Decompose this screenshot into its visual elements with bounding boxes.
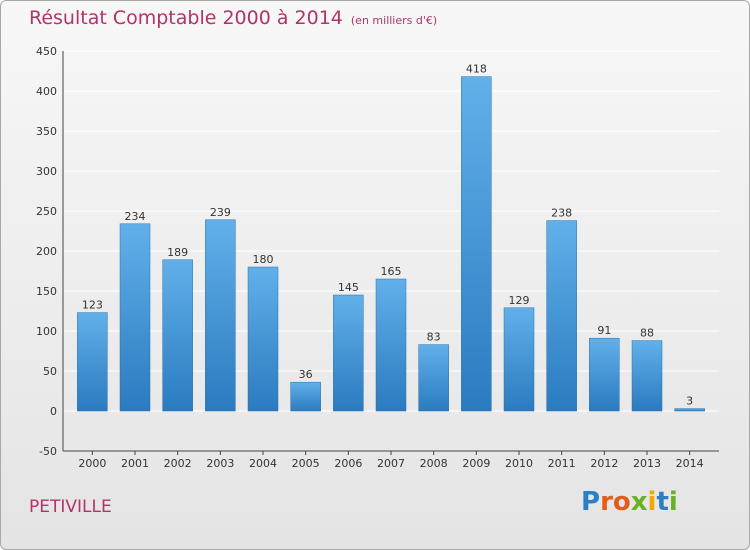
x-tick-label-2008: 2008 [420, 457, 448, 470]
x-tick-label-2009: 2009 [462, 457, 490, 470]
chart-title-row: Résultat Comptable 2000 à 2014 (en millie… [29, 7, 437, 29]
data-label-2005: 36 [299, 368, 313, 381]
y-tick-label: 200 [36, 245, 57, 258]
data-label-2011: 238 [551, 207, 572, 220]
bar-2013 [631, 340, 663, 412]
y-tick-label: 50 [43, 365, 57, 378]
y-tick-label: 250 [36, 205, 57, 218]
bar-2002 [162, 259, 193, 412]
bar-2003 [205, 219, 236, 412]
y-tick-label: 300 [36, 165, 57, 178]
y-tick-label: 350 [36, 125, 57, 138]
bar-2005 [290, 381, 321, 412]
x-tick-label-2000: 2000 [78, 457, 106, 470]
chart-subtitle: (en milliers d'€) [350, 14, 438, 27]
y-tick-label: 100 [36, 325, 57, 338]
data-label-2014: 3 [686, 395, 693, 408]
bar-2007 [375, 278, 407, 412]
data-label-2000: 123 [82, 299, 103, 312]
bar-2001 [119, 223, 151, 412]
x-tick-label-2010: 2010 [505, 457, 533, 470]
x-tick-label-2007: 2007 [377, 457, 405, 470]
x-tick-label-2012: 2012 [590, 457, 618, 470]
bar-2010 [503, 307, 535, 412]
x-tick-label-2014: 2014 [676, 457, 704, 470]
bar-2014 [674, 408, 705, 412]
y-tick-label: 400 [36, 85, 57, 98]
data-label-2013: 88 [640, 327, 654, 340]
data-label-2003: 239 [210, 206, 231, 219]
x-tick-label-2003: 2003 [206, 457, 234, 470]
x-tick-label-2002: 2002 [164, 457, 192, 470]
data-label-2007: 165 [381, 265, 402, 278]
data-label-2006: 145 [338, 281, 359, 294]
bar-2004 [247, 266, 279, 412]
x-tick-label-2013: 2013 [633, 457, 661, 470]
data-label-2012: 91 [597, 324, 611, 337]
data-label-2002: 189 [167, 246, 188, 259]
y-tick-label: -50 [39, 445, 57, 458]
x-tick-label-2011: 2011 [548, 457, 576, 470]
y-tick-label: 450 [36, 45, 57, 58]
data-label-2010: 129 [509, 294, 530, 307]
y-tick-label: 150 [36, 285, 57, 298]
data-label-2001: 234 [125, 210, 146, 223]
data-label-2004: 180 [253, 253, 274, 266]
bar-2000 [77, 312, 108, 412]
commune-name: PETIVILLE [29, 497, 112, 517]
x-tick-label-2004: 2004 [249, 457, 277, 470]
bar-2011 [546, 220, 577, 412]
y-tick-label: 0 [50, 405, 57, 418]
x-tick-label-2001: 2001 [121, 457, 149, 470]
bar-2008 [418, 344, 449, 412]
data-label-2009: 418 [466, 63, 487, 76]
chart-title: Résultat Comptable 2000 à 2014 [29, 7, 343, 29]
bar-2006 [333, 294, 364, 412]
bar-2012 [589, 337, 620, 412]
x-tick-label-2005: 2005 [292, 457, 320, 470]
data-label-2008: 83 [427, 331, 441, 344]
bar-2009 [461, 76, 492, 412]
x-tick-label-2006: 2006 [334, 457, 362, 470]
proxiti-logo[interactable]: Proxiti [581, 487, 678, 517]
